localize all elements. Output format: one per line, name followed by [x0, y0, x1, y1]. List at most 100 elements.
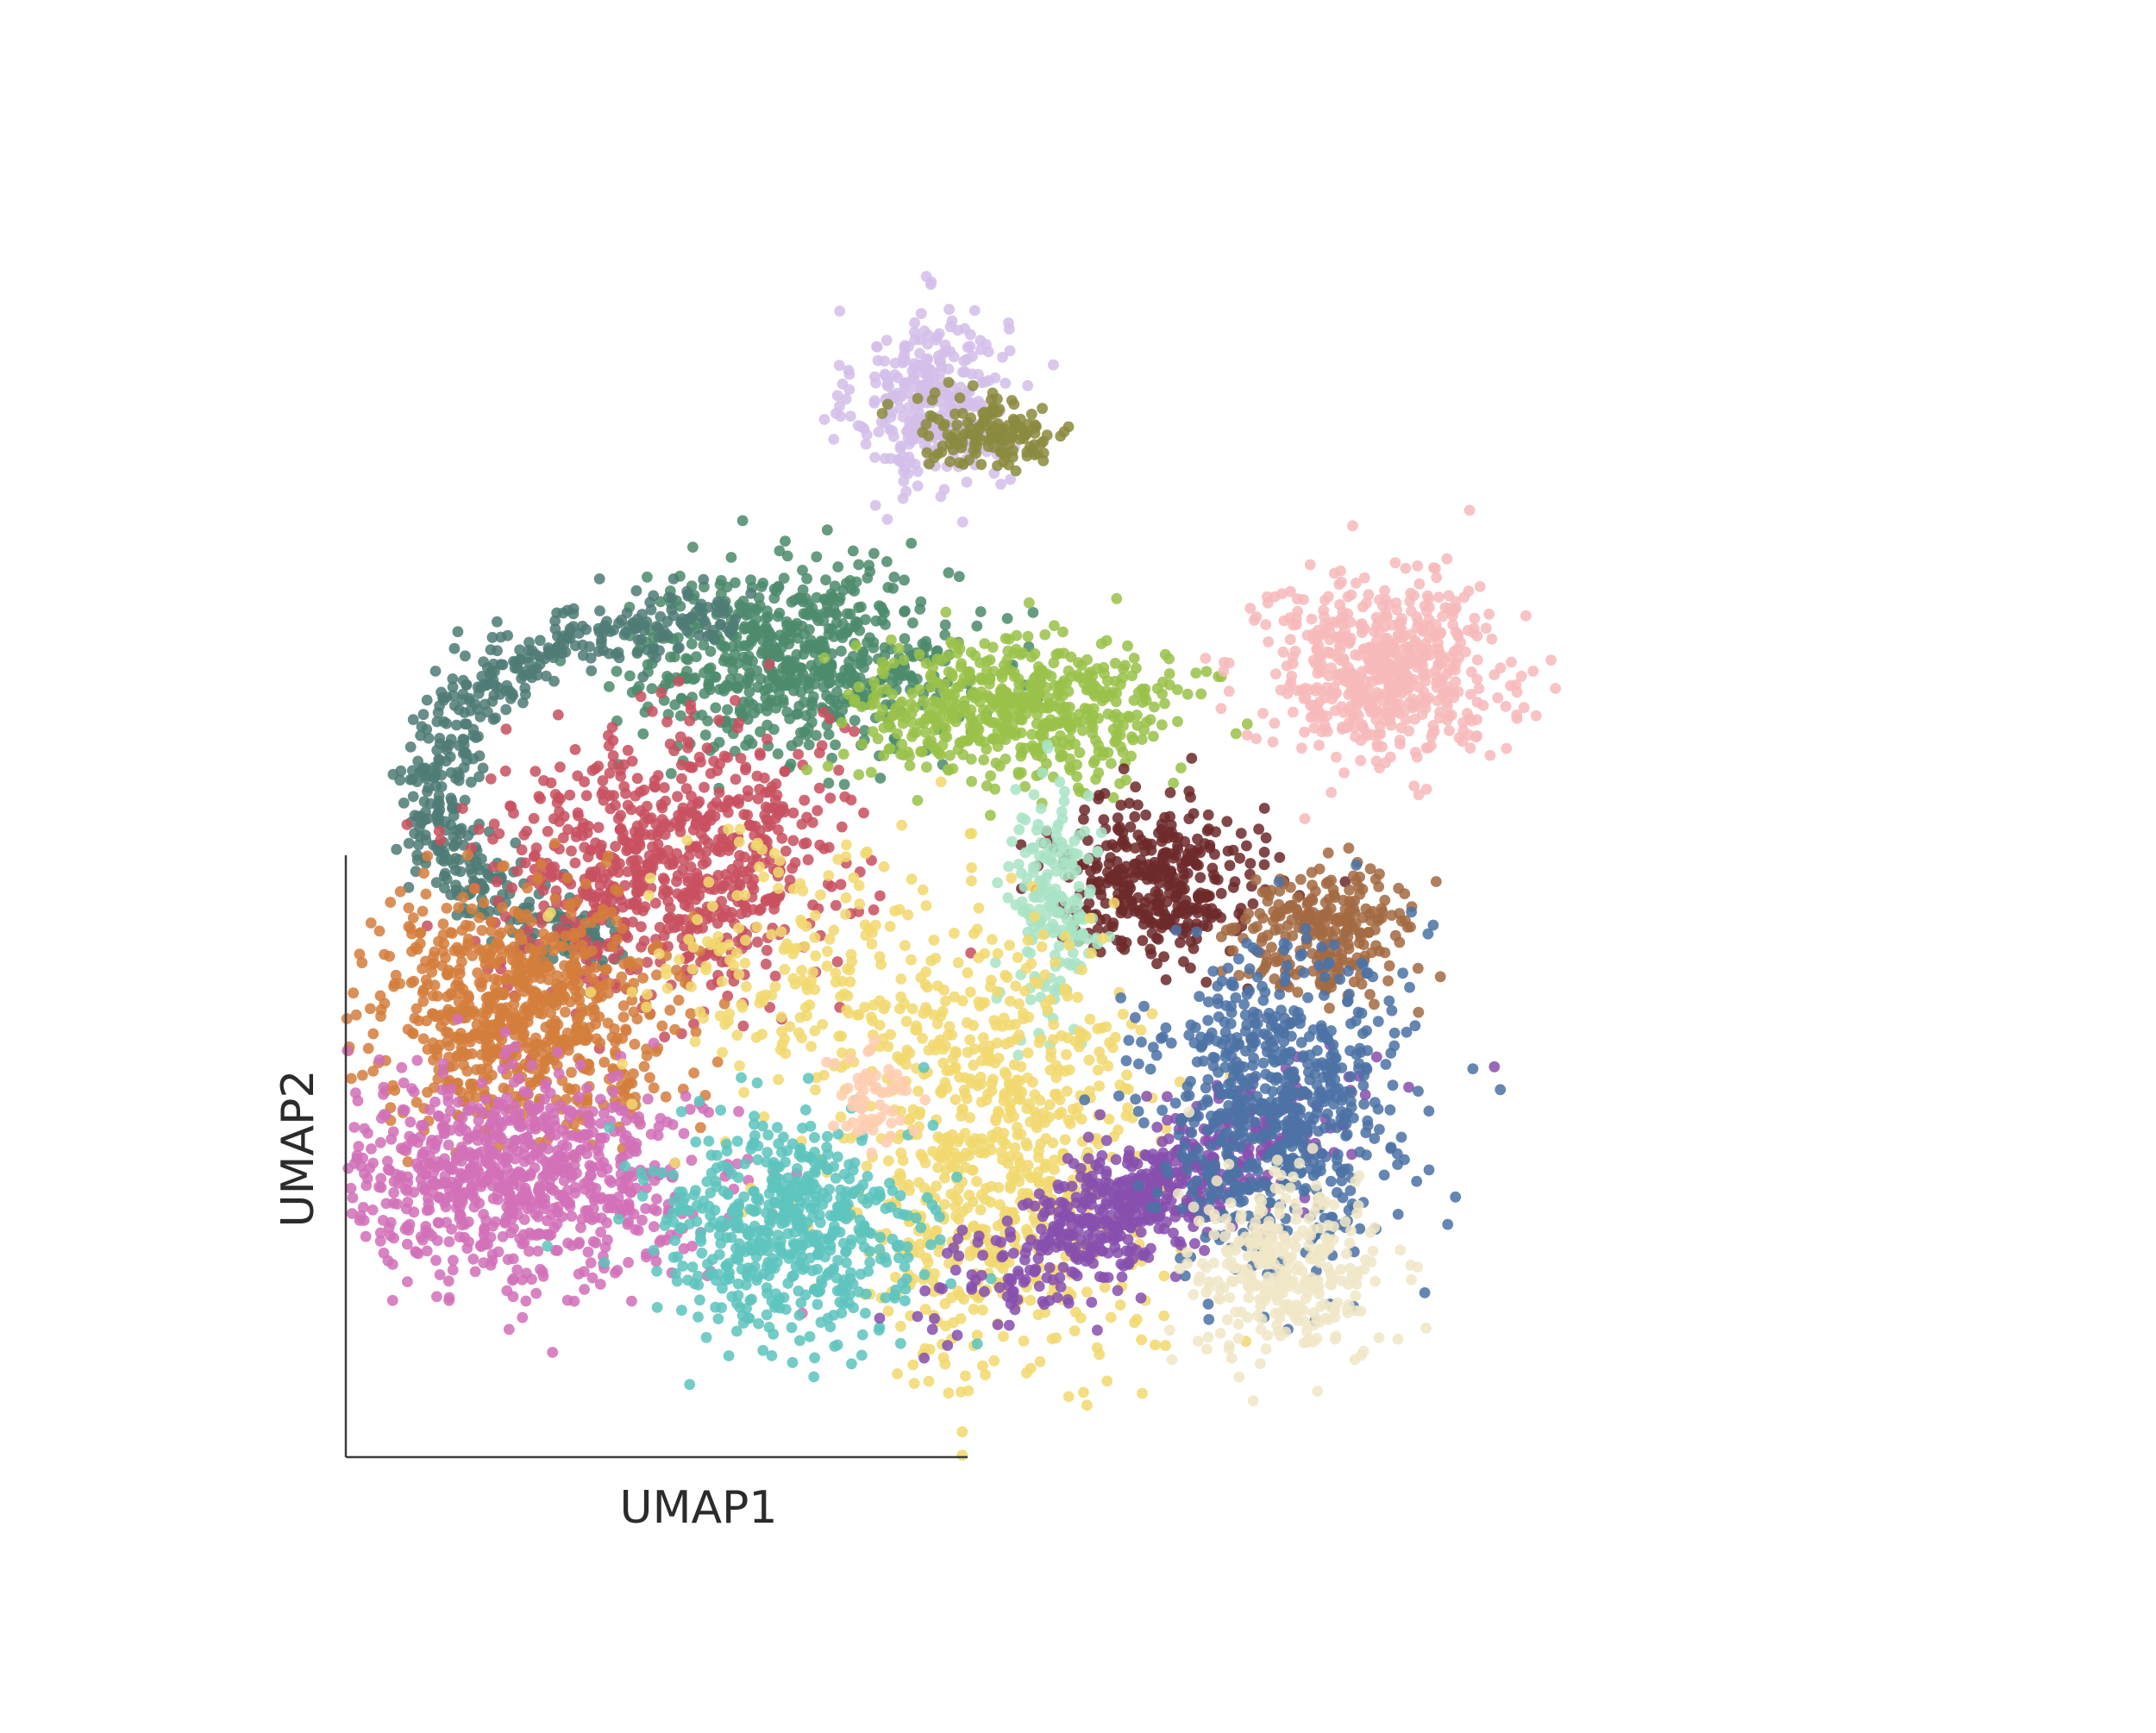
scatter-point-cluster-8	[1119, 660, 1131, 672]
scatter-point-cluster-8	[1114, 778, 1125, 790]
scatter-point-cluster-7	[378, 1109, 390, 1121]
scatter-point-cluster-3	[899, 574, 910, 586]
scatter-point-cluster-6	[418, 867, 429, 879]
scatter-point-cluster-7	[570, 1152, 582, 1164]
scatter-point-cluster-5	[849, 725, 860, 737]
scatter-point-cluster-8	[959, 702, 971, 714]
scatter-point-cluster-5	[664, 738, 676, 750]
scatter-point-cluster-6	[599, 1056, 611, 1068]
scatter-point-cluster-5	[839, 791, 851, 803]
scatter-point-cluster-3	[646, 683, 658, 695]
scatter-point-cluster-4	[418, 796, 430, 808]
scatter-point-cluster-5	[582, 851, 594, 863]
scatter-point-cluster-3	[834, 592, 846, 604]
scatter-point-cluster-6	[526, 916, 537, 927]
scatter-point-cluster-8	[1110, 696, 1122, 708]
scatter-point-cluster-7	[545, 1183, 557, 1195]
scatter-point-cluster-3	[725, 552, 737, 563]
scatter-point-cluster-8	[1075, 716, 1087, 728]
scatter-point-cluster-1	[834, 305, 846, 317]
scatter-point-cluster-8	[868, 676, 880, 687]
scatter-point-cluster-7	[436, 1084, 448, 1096]
scatter-point-cluster-6	[486, 925, 498, 937]
scatter-point-cluster-6	[580, 878, 592, 890]
scatter-point-cluster-9	[1406, 605, 1417, 617]
scatter-point-cluster-6	[462, 933, 474, 945]
scatter-point-cluster-4	[507, 690, 519, 701]
scatter-point-cluster-7	[386, 1259, 398, 1270]
scatter-point-cluster-6	[694, 1122, 706, 1134]
scatter-point-cluster-5	[768, 903, 780, 915]
scatter-point-cluster-7	[374, 1227, 386, 1239]
scatter-point-cluster-6	[660, 1091, 672, 1103]
scatter-point-cluster-9	[1545, 654, 1557, 666]
scatter-point-cluster-7	[480, 1215, 492, 1227]
scatter-point-cluster-9	[1471, 654, 1483, 666]
scatter-point-cluster-8	[1062, 665, 1075, 677]
scatter-point-cluster-8	[1087, 722, 1099, 734]
scatter-point-cluster-6	[421, 1015, 432, 1027]
scatter-point-cluster-5	[631, 773, 643, 785]
scatter-point-cluster-5	[661, 716, 673, 728]
scatter-point-cluster-6	[356, 1069, 368, 1081]
scatter-point-cluster-5	[773, 808, 785, 819]
scatter-point-cluster-8	[969, 650, 981, 661]
scatter-point-cluster-7	[378, 1247, 390, 1259]
scatter-point-cluster-2	[1008, 422, 1020, 434]
scatter-point-cluster-4	[460, 650, 471, 662]
scatter-point-cluster-5	[542, 825, 554, 837]
scatter-point-cluster-5	[617, 901, 629, 913]
scatter-point-cluster-7	[443, 1236, 455, 1248]
scatter-point-cluster-7	[455, 1219, 467, 1231]
scatter-point-cluster-9	[1263, 636, 1275, 648]
scatter-point-cluster-9	[1300, 682, 1311, 694]
scatter-point-cluster-5	[620, 788, 631, 799]
scatter-point-cluster-1	[860, 438, 872, 450]
scatter-point-cluster-7	[565, 1105, 577, 1117]
scatter-point-cluster-1	[861, 429, 873, 441]
scatter-point-cluster-7	[406, 1083, 417, 1094]
scatter-point-cluster-7	[569, 1187, 581, 1199]
scatter-point-cluster-3	[633, 680, 645, 692]
scatter-point-cluster-4	[437, 691, 448, 704]
scatter-point-cluster-3	[823, 729, 835, 741]
scatter-point-cluster-9	[1250, 611, 1263, 623]
scatter-point-cluster-8	[865, 766, 877, 779]
scatter-point-cluster-6	[384, 950, 395, 962]
scatter-point-cluster-3	[774, 629, 786, 641]
scatter-point-cluster-7	[348, 1158, 360, 1169]
scatter-point-cluster-5	[796, 818, 808, 830]
scatter-point-cluster-5	[735, 753, 747, 764]
scatter-point-cluster-6	[431, 990, 443, 1002]
scatter-point-cluster-5	[833, 764, 844, 776]
scatter-point-cluster-3	[680, 653, 692, 665]
scatter-point-cluster-8	[1230, 728, 1242, 740]
scatter-point-cluster-2	[936, 447, 948, 458]
scatter-point-cluster-9	[1421, 590, 1433, 602]
scatter-point-cluster-6	[367, 1066, 379, 1077]
scatter-point-cluster-7	[626, 1295, 637, 1307]
scatter-point-cluster-6	[407, 912, 419, 923]
scatter-point-cluster-7	[517, 1311, 529, 1323]
scatter-point-cluster-6	[599, 964, 611, 975]
scatter-point-cluster-6	[528, 1000, 539, 1011]
scatter-point-cluster-3	[914, 604, 926, 615]
scatter-point-cluster-5	[548, 813, 560, 824]
scatter-point-cluster-8	[1109, 736, 1121, 748]
scatter-point-cluster-5	[610, 841, 621, 852]
scatter-point-cluster-3	[806, 642, 818, 654]
scatter-point-cluster-6	[437, 918, 449, 930]
scatter-point-cluster-7	[437, 1058, 449, 1070]
scatter-point-cluster-5	[615, 810, 626, 821]
scatter-point-cluster-7	[552, 1245, 563, 1256]
scatter-point-cluster-6	[486, 916, 497, 928]
scatter-point-cluster-9	[1215, 703, 1227, 715]
scatter-point-cluster-4	[422, 813, 434, 824]
scatter-point-cluster-5	[731, 868, 743, 879]
scatter-point-cluster-7	[623, 1256, 634, 1268]
scatter-point-cluster-7	[347, 1192, 359, 1204]
scatter-point-cluster-4	[523, 656, 535, 668]
scatter-point-cluster-6	[579, 1024, 591, 1036]
scatter-point-cluster-6	[602, 850, 614, 862]
scatter-point-cluster-7	[454, 1196, 466, 1208]
